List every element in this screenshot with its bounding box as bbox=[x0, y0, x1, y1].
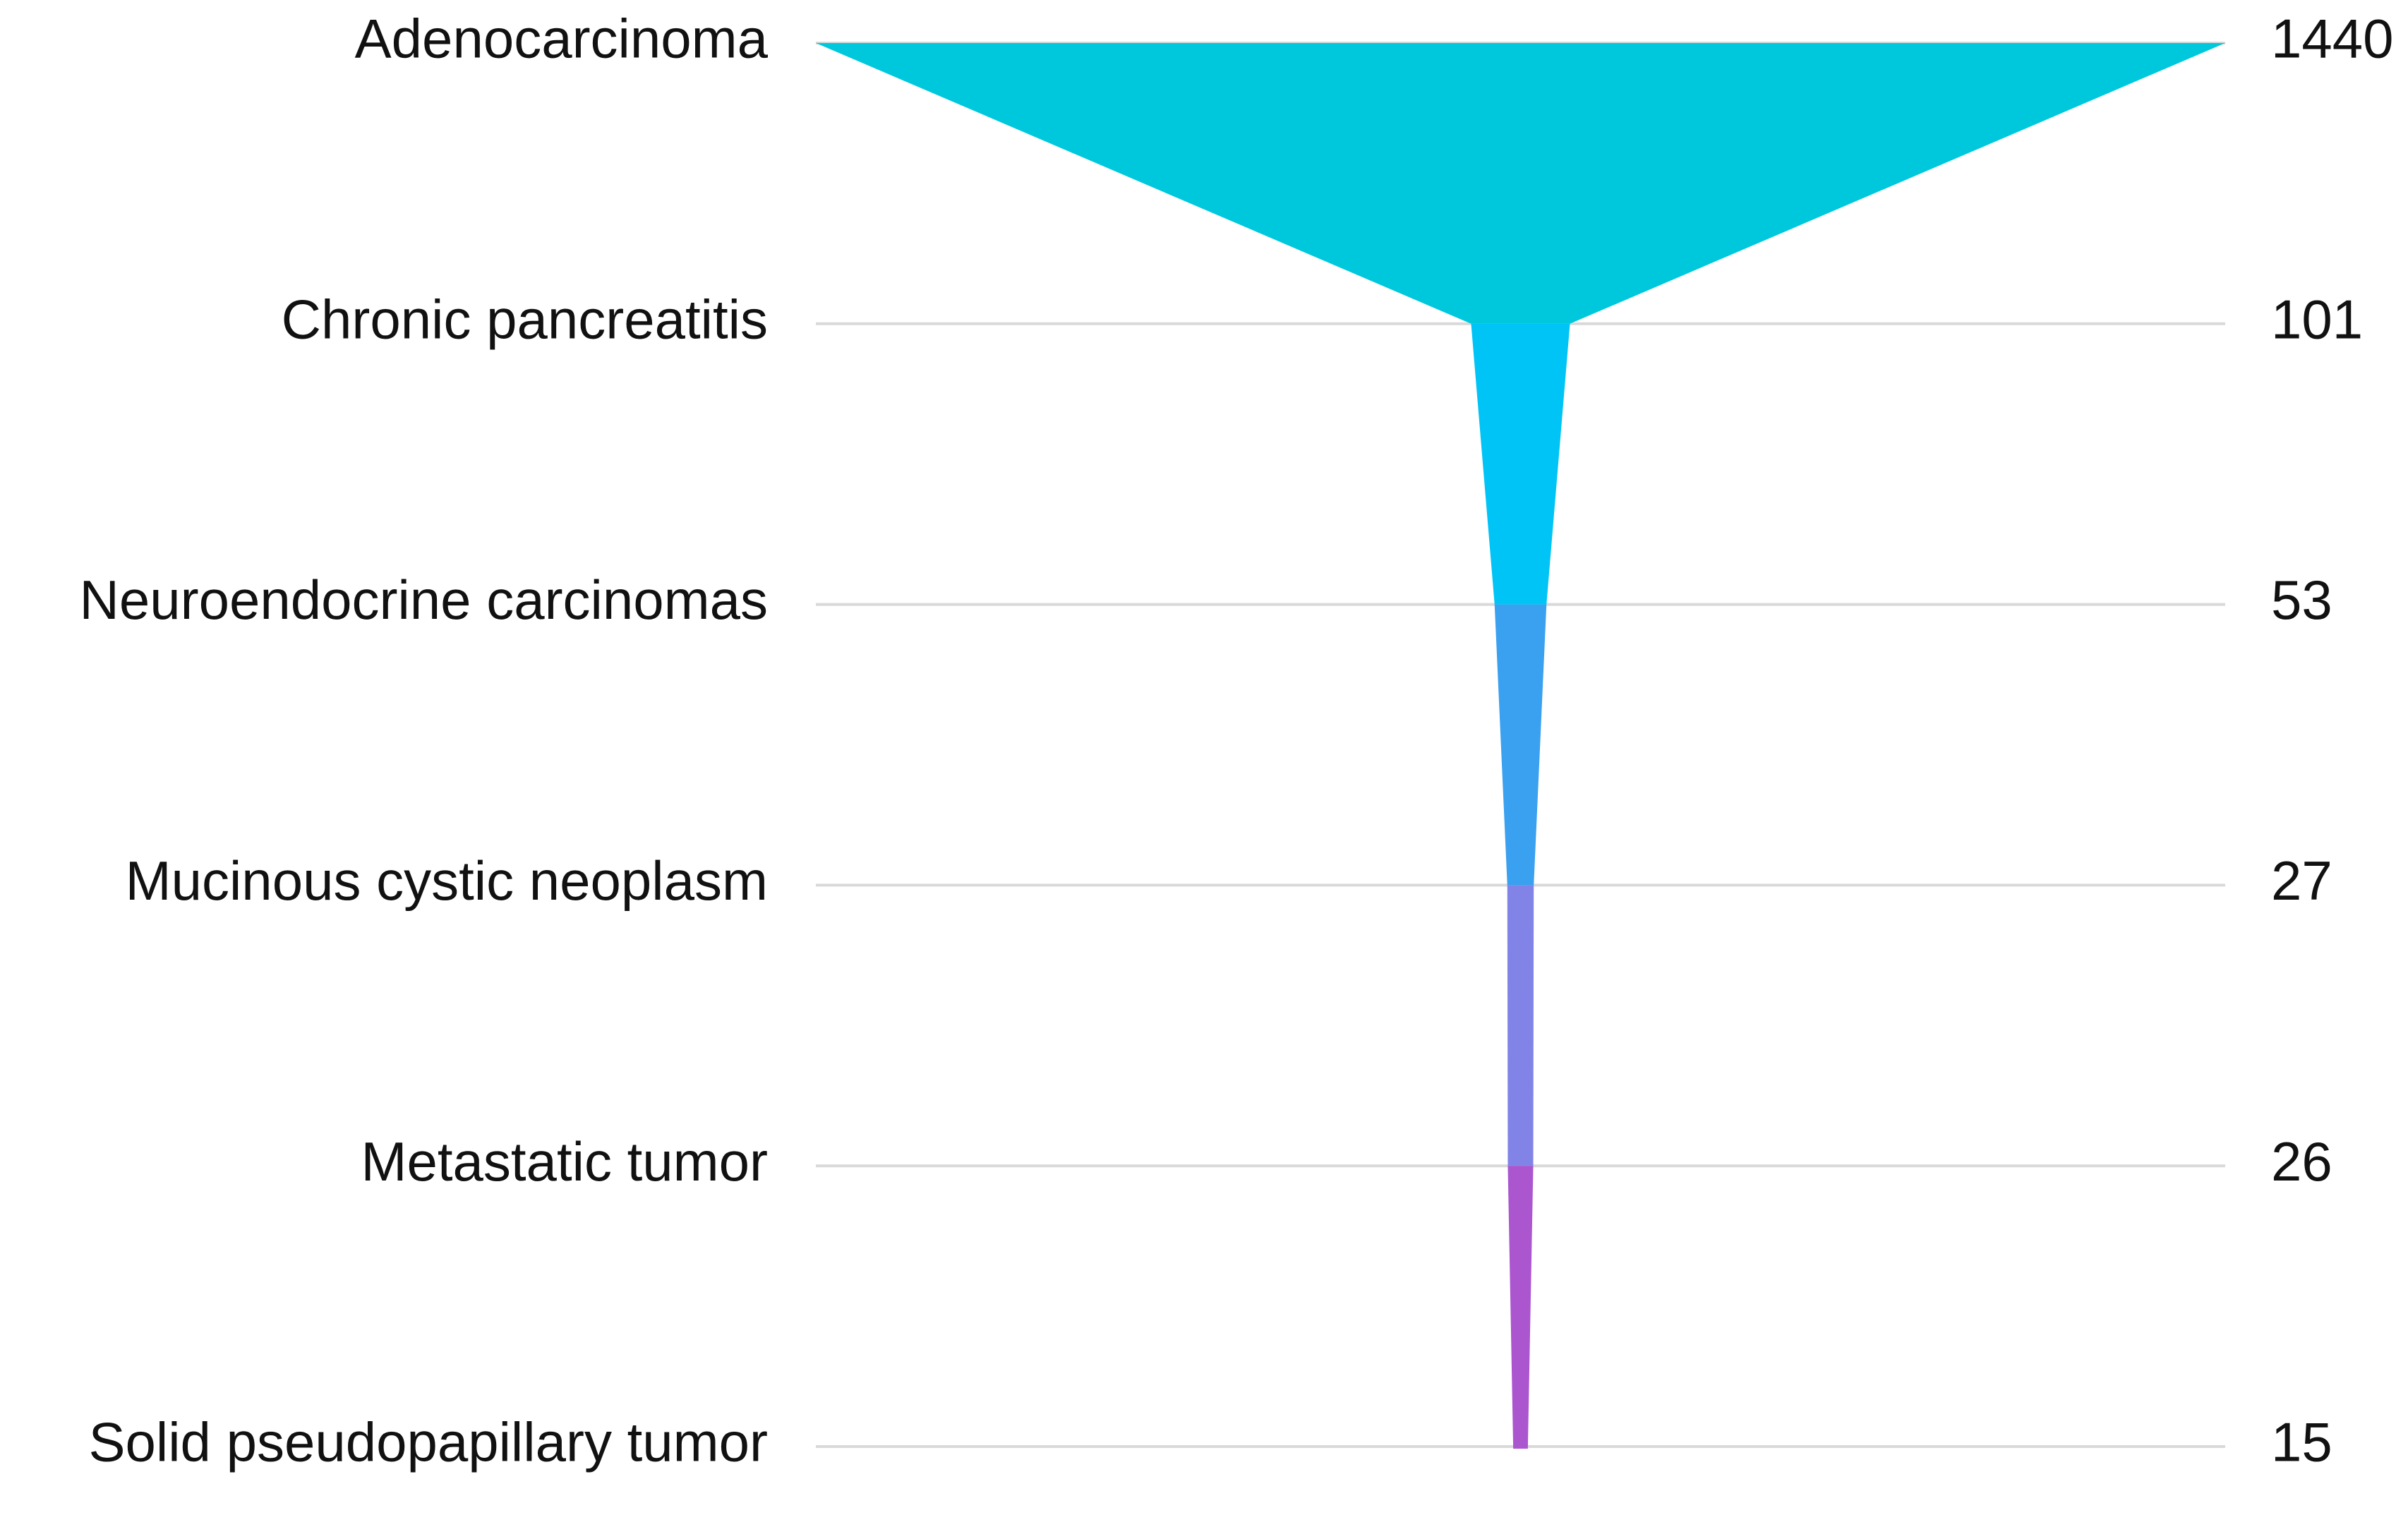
funnel-segment bbox=[816, 43, 2225, 324]
value-label: 1440 bbox=[2271, 8, 2394, 70]
value-label: 53 bbox=[2271, 569, 2332, 631]
category-label: Mucinous cystic neoplasm bbox=[126, 850, 768, 912]
funnel-segment bbox=[1507, 1166, 1534, 1447]
value-label: 27 bbox=[2271, 850, 2332, 912]
funnel-segment bbox=[1507, 885, 1534, 1166]
category-label: Adenocarcinoma bbox=[355, 8, 769, 70]
category-label: Solid pseudopapillary tumor bbox=[88, 1411, 768, 1473]
value-label: 26 bbox=[2271, 1130, 2332, 1193]
funnel-segment bbox=[1494, 604, 1547, 886]
category-label: Neuroendocrine carcinomas bbox=[80, 569, 769, 631]
value-label: 101 bbox=[2271, 288, 2363, 350]
category-label: Metastatic tumor bbox=[361, 1130, 768, 1193]
category-label: Chronic pancreatitis bbox=[282, 288, 768, 350]
value-label: 15 bbox=[2271, 1411, 2332, 1473]
funnel-segment bbox=[1471, 323, 1570, 605]
